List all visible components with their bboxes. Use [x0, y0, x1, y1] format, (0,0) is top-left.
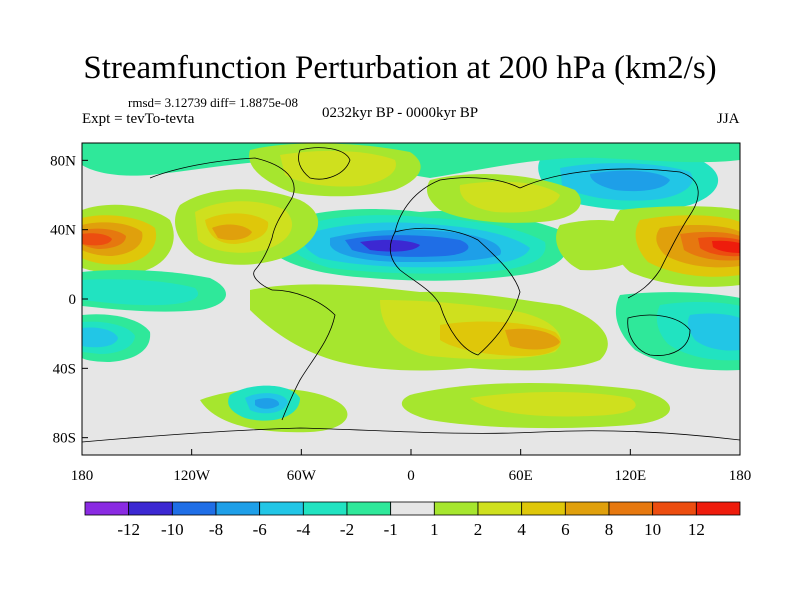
colorbar-swatch	[215, 501, 261, 516]
experiment-label: Expt = tevTo-tevta	[82, 111, 195, 127]
contour-field	[82, 143, 740, 455]
stats-label: rmsd= 3.12739 diff= 1.8875e-08	[128, 95, 299, 110]
colorbar-label: -2	[340, 520, 354, 539]
lat-tick-label: 40S	[53, 361, 76, 377]
lat-tick-label: 80S	[53, 431, 76, 447]
coastline-north-america	[149, 157, 295, 291]
coastline-greenland	[298, 147, 351, 180]
colorbar-swatch	[84, 501, 130, 516]
lon-tick-label: 180	[71, 468, 94, 484]
colorbar-label: -4	[296, 520, 311, 539]
contour-shade	[687, 313, 740, 351]
lat-tick-label: 0	[69, 292, 77, 308]
colorbar-swatch	[390, 501, 435, 516]
lon-tick-label: 0	[407, 468, 415, 484]
colorbar-label: 4	[517, 520, 526, 539]
colorbar-swatch	[128, 501, 173, 516]
lon-tick-label: 60W	[287, 468, 317, 484]
lon-tick-label: 60E	[509, 468, 533, 484]
period-label: 0232kyr BP - 0000kyr BP	[322, 105, 479, 121]
colorbar-labels: -12 -10 -8 -6 -4 -2 -1 1 2 4 6 8 10 12	[117, 520, 705, 539]
colorbar-label: -10	[161, 520, 184, 539]
contour-shade	[255, 398, 280, 409]
contour-shade	[212, 224, 252, 240]
colorbar-swatch	[521, 501, 566, 516]
contour-shade	[505, 328, 560, 350]
coastline-europe	[394, 177, 521, 233]
coastlines	[82, 147, 740, 443]
lon-tick-label: 120E	[614, 468, 646, 484]
coastline-australia	[627, 314, 691, 356]
colorbar-label: 12	[688, 520, 705, 539]
colorbar-swatch	[608, 501, 654, 516]
colorbar-swatch	[259, 501, 304, 516]
latitude-axis: 80N 40N 0 40S 80S	[50, 153, 88, 447]
colorbar-swatch	[564, 501, 610, 516]
colorbar-swatch	[302, 501, 348, 516]
colorbar-swatch	[171, 501, 217, 516]
coastline-africa	[389, 227, 521, 356]
colorbar-label: 1	[430, 520, 439, 539]
contour-shade	[82, 233, 112, 246]
colorbar-swatch	[433, 501, 479, 516]
contour-shade	[360, 239, 420, 252]
season-label: JJA	[717, 111, 740, 127]
contour-shade	[590, 170, 670, 192]
lon-tick-label: 120W	[173, 468, 211, 484]
colorbar-boxes	[84, 501, 741, 516]
contour-shade	[82, 327, 118, 348]
coastline-asia	[519, 168, 699, 299]
coastline-antarctica	[82, 427, 740, 443]
colorbar-swatch	[695, 501, 741, 516]
coastline-south-america	[271, 289, 336, 421]
contour-shade	[82, 279, 199, 306]
colorbar-label: -6	[253, 520, 267, 539]
colorbar-label: 2	[474, 520, 483, 539]
contour-shade	[459, 181, 560, 213]
colorbar-swatch	[346, 501, 392, 516]
map-title: Streamfunction Perturbation at 200 hPa (…	[83, 50, 717, 86]
contour-shade	[470, 392, 636, 417]
lon-tick-label: 180	[729, 468, 752, 484]
colorbar-label: -1	[384, 520, 398, 539]
colorbar-label: 10	[644, 520, 661, 539]
colorbar-label: -12	[117, 520, 140, 539]
colorbar-label: 8	[605, 520, 614, 539]
colorbar-swatch	[477, 501, 523, 516]
contour-shade	[712, 240, 740, 253]
lat-tick-label: 80N	[50, 153, 76, 169]
longitude-axis: 180 120W 60W 0 60E 120E 180	[71, 449, 752, 484]
lat-tick-label: 40N	[50, 223, 76, 239]
colorbar-swatch	[652, 501, 697, 516]
colorbar-label: -8	[209, 520, 223, 539]
colorbar-label: 6	[561, 520, 570, 539]
